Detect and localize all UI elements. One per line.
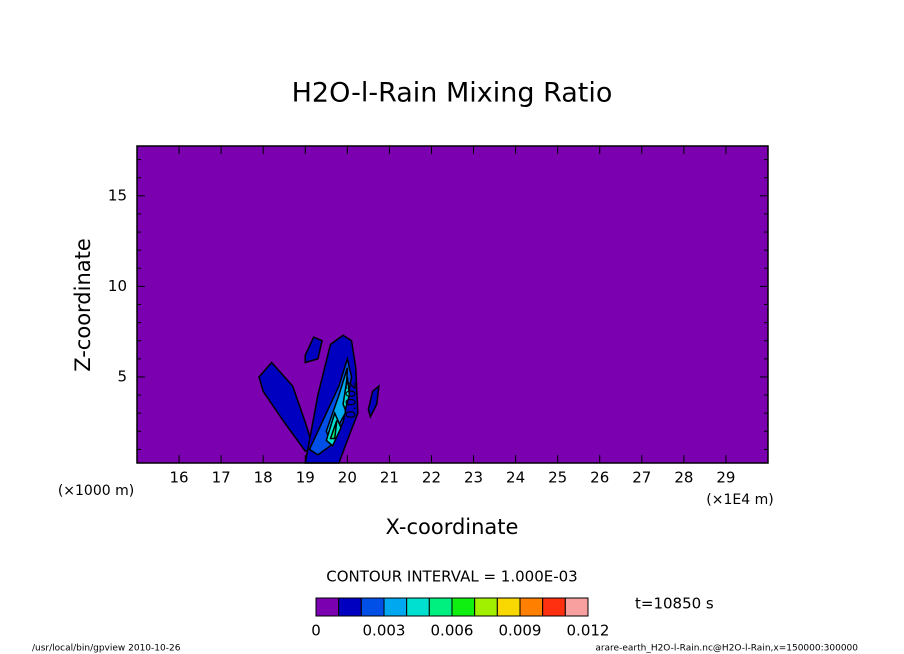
x-tick-label: 16 — [170, 469, 189, 487]
contour-interval: CONTOUR INTERVAL = 1.000E-03 — [326, 568, 577, 586]
x-tick-label: 23 — [464, 469, 483, 487]
colorbar-tick-label: 0.012 — [567, 622, 610, 640]
y-axis-unit: (×1000 m) — [58, 483, 134, 499]
plot-background — [137, 146, 768, 463]
y-tick-label: 10 — [108, 277, 127, 295]
colorbar-tick-label: 0 — [311, 622, 321, 640]
x-tick-label: 27 — [632, 469, 651, 487]
y-tick-label: 5 — [117, 367, 127, 385]
time-label: t=10850 s — [635, 595, 714, 613]
contour-label: 0.002 — [345, 381, 360, 418]
x-axis-label: X-coordinate — [386, 515, 519, 539]
x-tick-label: 25 — [548, 469, 567, 487]
x-tick-label: 17 — [212, 469, 231, 487]
contour-region — [342, 376, 351, 412]
footer-right: arare-earth_H2O-l-Rain.nc@H2O-l-Rain,x=1… — [595, 644, 858, 654]
x-tick-label: 29 — [716, 469, 735, 487]
colorbar-box — [315, 597, 340, 617]
colorbar-box — [519, 597, 544, 617]
colorbar-box — [474, 597, 498, 617]
x-tick-label: 20 — [338, 469, 357, 487]
colorbar-tick-label: 0.009 — [499, 622, 542, 640]
colorbar-box — [564, 597, 589, 617]
colorbar-box — [451, 597, 476, 617]
contour-region — [329, 420, 338, 440]
x-tick-label: 26 — [590, 469, 609, 487]
contour-region — [367, 384, 380, 419]
x-tick-label: 24 — [506, 469, 525, 487]
colorbar-box — [338, 597, 362, 617]
colorbar-box — [542, 597, 566, 617]
x-tick-label: 22 — [422, 469, 441, 487]
colorbar-box — [406, 597, 430, 617]
colorbar-box — [360, 597, 385, 617]
colorbar-box — [383, 597, 408, 617]
colorbar-tick-label: 0.006 — [431, 622, 474, 640]
contour-region — [308, 355, 353, 456]
chart-title: H2O-l-Rain Mixing Ratio — [292, 78, 613, 109]
x-tick-label: 21 — [380, 469, 399, 487]
colorbar-tick-label: 0.003 — [363, 622, 406, 640]
y-axis-label: Z-coordinate — [71, 238, 95, 372]
x-tick-label: 28 — [674, 469, 693, 487]
colorbar-box — [428, 597, 453, 617]
x-tick-label: 18 — [254, 469, 273, 487]
x-tick-label: 19 — [296, 469, 315, 487]
contour-region — [304, 336, 323, 364]
y-tick-label: 15 — [108, 186, 127, 204]
x-axis-unit: (×1E4 m) — [706, 492, 773, 508]
colorbar-box — [496, 597, 521, 617]
footer-left: /usr/local/bin/gpview 2010-10-26 — [32, 644, 181, 654]
